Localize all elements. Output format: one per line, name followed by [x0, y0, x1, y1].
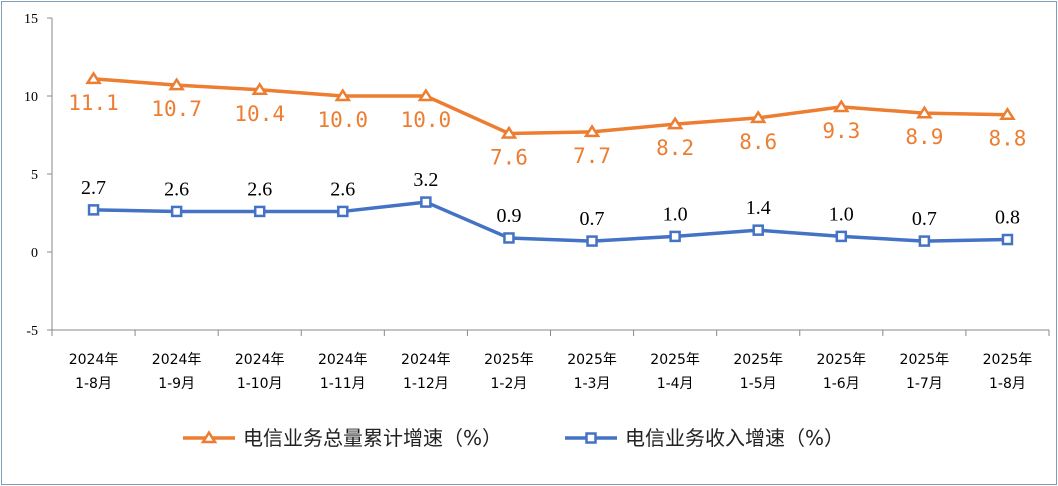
data-label-revenue: 2.6: [164, 178, 189, 200]
x-tick-label-period: 1-11月: [320, 376, 366, 392]
legend-item: 电信业务收入增速（%）: [565, 426, 844, 450]
data-label-total-volume: 9.3: [822, 119, 860, 143]
data-label-total-volume: 11.1: [68, 91, 119, 115]
data-label-total-volume: 8.2: [656, 136, 694, 160]
data-label-revenue: 0.8: [995, 207, 1020, 229]
x-tick-label-period: 1-4月: [657, 376, 694, 392]
data-label-revenue: 2.6: [247, 178, 272, 200]
data-point-total-volume: [583, 124, 601, 138]
data-point-total-volume: [251, 82, 268, 96]
series-line-total-volume: [93, 77, 1008, 136]
data-label-revenue: 1.0: [663, 203, 688, 225]
x-tick-label-year: 2025年: [983, 352, 1033, 368]
data-point-total-volume: [999, 106, 1016, 121]
legend-triangle-icon: [200, 430, 218, 444]
data-point-total-volume: [666, 116, 684, 130]
x-tick-label-period: 1-3月: [574, 376, 611, 392]
data-label-revenue: 2.7: [81, 177, 106, 199]
data-label-revenue: 0.7: [580, 208, 605, 230]
x-tick-label-period: 1-5月: [740, 376, 777, 392]
x-tick-label-year: 2024年: [401, 352, 451, 368]
legend-square-icon: [585, 432, 597, 444]
data-label-total-volume: 8.6: [739, 130, 777, 154]
y-tick-label: 15: [24, 12, 38, 27]
x-tick-label-period: 1-8月: [989, 376, 1026, 392]
data-point-revenue: [835, 230, 848, 243]
x-tick-label-year: 2024年: [235, 352, 285, 368]
data-point-revenue: [752, 224, 764, 236]
data-point-total-volume: [417, 88, 435, 102]
y-tick-label: 0: [31, 246, 38, 261]
data-point-total-volume: [168, 77, 185, 91]
y-tick-label: -5: [26, 324, 38, 339]
legend-label: 电信业务总量累计增速（%）: [243, 426, 502, 450]
data-point-revenue: [586, 235, 598, 247]
data-label-total-volume: 7.6: [490, 145, 528, 169]
x-tick-label-year: 2024年: [69, 352, 119, 368]
data-label-total-volume: 7.7: [573, 144, 611, 168]
legend-item: 电信业务总量累计增速（%）: [183, 426, 502, 450]
data-point-revenue: [503, 232, 515, 244]
x-tick-label-period: 1-6月: [823, 376, 860, 392]
data-point-total-volume: [833, 99, 850, 113]
series-line-revenue: [93, 200, 1008, 243]
data-point-revenue: [170, 205, 183, 218]
x-tick-label-year: 2025年: [816, 352, 866, 368]
x-tick-label-period: 1-12月: [403, 376, 449, 392]
legend: 电信业务总量累计增速（%） 电信业务收入增速（%）: [183, 426, 844, 450]
data-label-revenue: 0.9: [496, 205, 521, 227]
data-label-total-volume: 8.8: [988, 127, 1026, 151]
data-point-total-volume: [749, 110, 767, 124]
data-point-revenue: [337, 205, 349, 218]
y-tick-label: 5: [31, 168, 38, 183]
data-point-total-volume: [500, 125, 518, 139]
data-label-total-volume: 10.4: [234, 102, 285, 126]
data-point-revenue: [1001, 233, 1014, 246]
x-tick-label-year: 2025年: [650, 352, 700, 368]
data-label-revenue: 3.2: [413, 169, 438, 191]
x-tick-label-period: 1-10月: [237, 376, 283, 392]
data-point-revenue: [420, 196, 432, 208]
data-point-total-volume: [85, 71, 102, 85]
x-tick-label-year: 2025年: [484, 352, 534, 368]
y-tick-label: 10: [24, 90, 38, 105]
x-tick-label-period: 1-8月: [75, 376, 112, 392]
data-point-revenue: [253, 205, 266, 218]
x-tick-label-year: 2025年: [733, 352, 783, 368]
data-label-total-volume: 10.7: [151, 97, 202, 121]
x-tick-label-year: 2025年: [567, 352, 617, 368]
data-label-revenue: 1.0: [829, 203, 854, 225]
data-label-revenue: 0.7: [912, 208, 937, 230]
data-point-total-volume: [334, 88, 352, 102]
data-point-revenue: [669, 230, 681, 243]
x-tick-label-period: 1-9月: [158, 376, 195, 392]
data-label-revenue: 2.6: [330, 178, 355, 200]
data-label-revenue: 1.4: [746, 197, 771, 219]
data-label-total-volume: 8.9: [905, 125, 943, 149]
x-tick-label-period: 1-2月: [491, 376, 528, 392]
x-tick-label-period: 1-7月: [906, 376, 943, 392]
data-point-revenue: [87, 204, 100, 216]
x-tick-label-year: 2024年: [318, 352, 368, 368]
data-label-total-volume: 10.0: [401, 108, 452, 132]
data-point-total-volume: [916, 105, 933, 119]
data-point-revenue: [918, 235, 931, 247]
x-tick-label-year: 2025年: [900, 352, 950, 368]
data-label-total-volume: 10.0: [318, 108, 369, 132]
x-tick-label-year: 2024年: [152, 352, 202, 368]
legend-label: 电信业务收入增速（%）: [625, 426, 844, 450]
